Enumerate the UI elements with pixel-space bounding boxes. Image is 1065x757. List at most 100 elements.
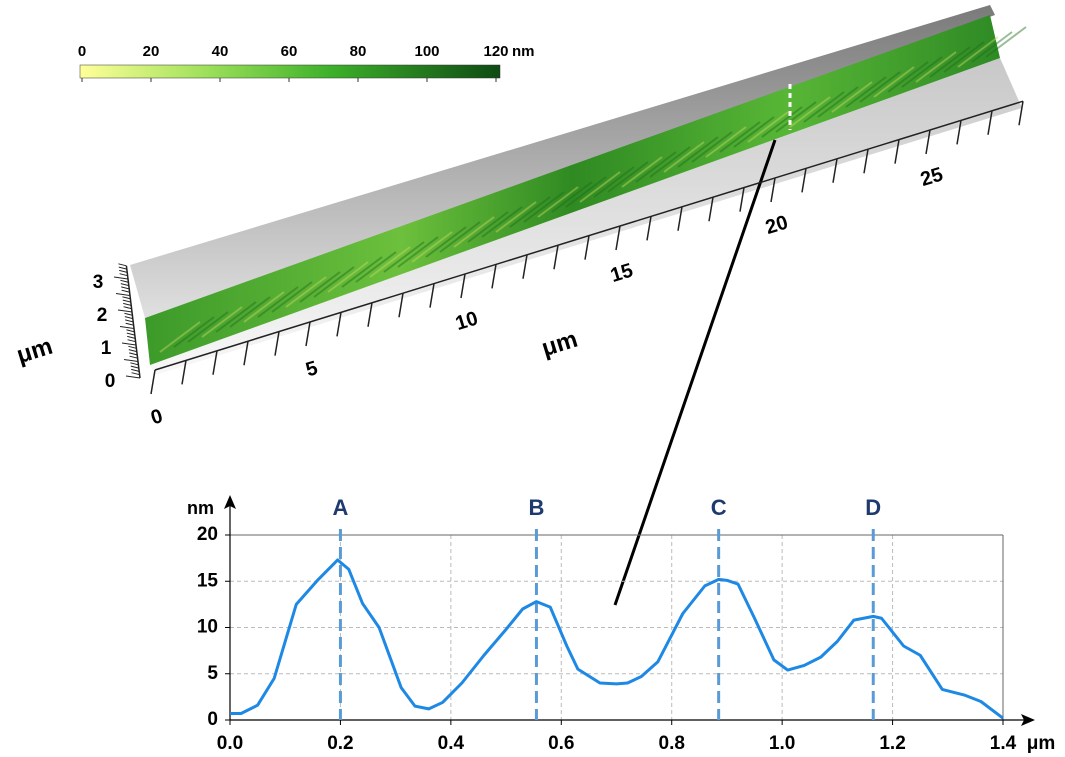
surface-z-minor-tick	[129, 352, 138, 356]
colorbar-tick-label: 0	[78, 43, 86, 60]
surface-z-minor-tick	[127, 339, 136, 343]
texture-stripe	[901, 56, 943, 88]
texture-stripe	[929, 46, 971, 78]
texture-stripe	[621, 156, 663, 188]
texture-stripe	[663, 141, 705, 173]
surface-minor-tick	[925, 129, 931, 155]
texture-stripe	[523, 191, 565, 223]
surface-minor-tick	[212, 350, 218, 375]
texture-stripe	[509, 196, 551, 228]
surface-z-minor-tick	[122, 299, 131, 303]
texture-stripe	[565, 176, 607, 208]
surface-z-minor-tick	[130, 362, 139, 366]
surface-z-minor-tick	[124, 312, 133, 316]
surface-minor-tick	[522, 254, 528, 279]
surface-minor-tick	[429, 283, 435, 308]
texture-stripe	[327, 261, 369, 293]
texture-stripe	[649, 146, 691, 178]
surface-minor-tick	[987, 110, 993, 135]
surface-x-tick-label: 0	[148, 405, 165, 429]
surface-z-minor-tick	[118, 266, 127, 270]
surface-minor-tick	[243, 341, 249, 366]
texture-stripe	[439, 221, 481, 253]
texture-stripe	[957, 36, 999, 68]
x-tick-label: 0.2	[327, 733, 353, 754]
surface-z-tick-label: 1	[101, 338, 112, 359]
texture-stripe	[481, 206, 523, 238]
surface-z-minor-tick	[121, 289, 130, 293]
surface-z-minor-tick	[120, 283, 129, 287]
texture-stripe	[159, 321, 201, 353]
connector	[613, 139, 777, 606]
surface-z-minor-tick	[128, 349, 137, 353]
texture-stripe	[817, 86, 859, 118]
texture-stripe	[719, 121, 761, 153]
texture-stripe	[397, 236, 439, 268]
surface-minor-tick	[801, 168, 807, 193]
surface-minor-tick	[336, 312, 342, 337]
texture-stripe	[845, 76, 887, 108]
surface-z-minor-tick	[127, 335, 136, 339]
surface-minor-tick	[677, 206, 683, 231]
texture-stripe	[873, 66, 915, 98]
texture-stripe	[383, 241, 425, 273]
surface-minor-tick	[739, 187, 745, 212]
surface-z-minor-tick	[129, 355, 138, 359]
surface-minor-tick	[1018, 101, 1024, 126]
surface-x-tick-label: 5	[303, 357, 320, 381]
surface-z-tick-label: 3	[93, 272, 104, 293]
surface-minor-tick	[894, 139, 900, 164]
texture-stripe	[229, 296, 271, 328]
texture-stripe	[453, 216, 495, 248]
surface-texture	[159, 26, 1027, 353]
texture-stripe	[369, 246, 411, 278]
texture-stripe	[607, 161, 649, 193]
colorbar-unit: nm	[512, 43, 535, 60]
surface-z-tick-label: 2	[97, 305, 108, 326]
texture-stripe	[635, 151, 677, 183]
surface-z-minor-tick	[131, 368, 140, 372]
surface-minor-tick	[274, 331, 280, 356]
surface-z-minor-tick	[131, 372, 140, 376]
surface-z-minor-tick	[128, 345, 137, 349]
surface-z-minor-tick	[123, 359, 139, 362]
colorbar-tick-label: 100	[414, 43, 439, 60]
surface-z-minor-tick	[120, 279, 129, 283]
surface-z-minor-tick	[125, 322, 134, 326]
surface-minor-tick	[956, 120, 962, 145]
x-tick-label: 1.0	[769, 733, 795, 754]
texture-stripe	[257, 286, 299, 318]
texture-stripe	[495, 201, 537, 233]
texture-stripe	[705, 126, 747, 158]
texture-stripe	[593, 166, 635, 198]
texture-stripe	[747, 111, 789, 143]
surface-minor-tick	[367, 302, 373, 327]
texture-stripe	[313, 266, 355, 298]
texture-stripe	[299, 271, 341, 303]
surface-z-minor-tick	[125, 375, 141, 379]
texture-stripe	[915, 51, 957, 83]
peak-label: B	[528, 495, 544, 520]
texture-stripe	[691, 131, 733, 163]
surface-minor-tick	[770, 177, 776, 203]
texture-stripe	[271, 281, 313, 313]
texture-stripe	[341, 256, 383, 288]
surface-x-tick-label: 10	[453, 308, 481, 336]
texture-stripe	[733, 116, 775, 148]
texture-stripe	[887, 61, 929, 93]
surface-minor-tick	[150, 369, 156, 395]
texture-stripe	[201, 306, 243, 338]
texture-stripe	[215, 301, 257, 333]
x-unit: μm	[1027, 733, 1056, 754]
colorbar-tick-label: 60	[281, 43, 298, 60]
surface-minor-tick	[615, 225, 621, 251]
texture-stripe	[425, 226, 467, 258]
texture-stripe	[551, 181, 593, 213]
texture-stripe	[985, 26, 1027, 58]
surface-z-minor-tick	[119, 326, 135, 329]
y-tick-label: 0	[207, 709, 218, 730]
texture-stripe	[173, 316, 215, 348]
surface-x-tick-label: 15	[608, 260, 636, 288]
surface-z-minor-tick	[118, 263, 127, 267]
surface-z-minor-tick	[124, 316, 133, 320]
